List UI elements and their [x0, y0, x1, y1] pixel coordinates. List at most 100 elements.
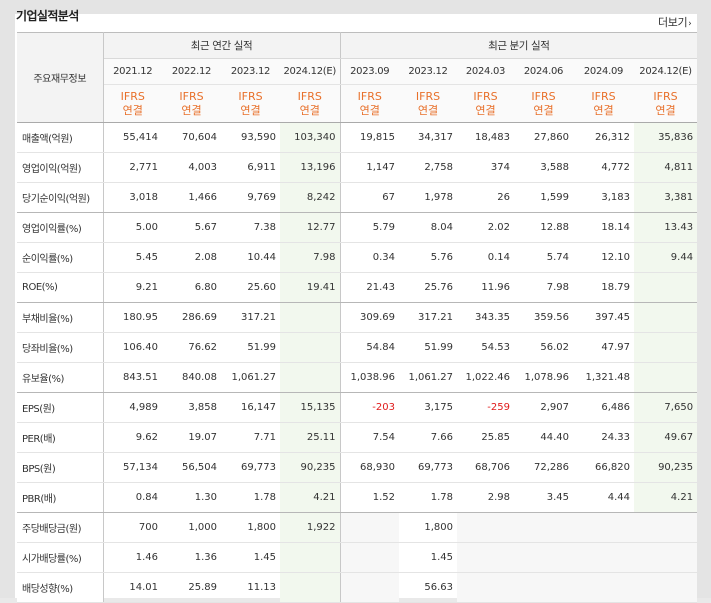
table-cell: 24.33 [573, 422, 634, 453]
table-cell: 1,466 [162, 182, 221, 213]
table-cell [457, 512, 514, 543]
table-cell: 66,820 [573, 452, 634, 483]
consolidated-label: 연결 [475, 103, 496, 117]
table-cell: 1.78 [221, 482, 280, 513]
table-cell: 1.78 [399, 482, 457, 513]
table-cell: 12.88 [514, 212, 573, 243]
table-row: 배당성향(%) 14.01 25.89 11.13 56.63 [17, 572, 698, 603]
table-row: 매출액(억원) 55,414 70,604 93,590 103,340 19,815 34… [17, 122, 698, 153]
table-cell: 4.21 [280, 482, 341, 513]
table-cell: 1,321.48 [573, 362, 634, 393]
more-label[interactable]: 더보기 [658, 16, 688, 29]
table-cell: -203 [340, 392, 399, 423]
quarter-group-header: 최근 분기 실적 [340, 32, 698, 59]
table-cell: 3,018 [103, 182, 162, 213]
table-cell: 3,175 [399, 392, 457, 423]
ifrs-label: IFRS [120, 89, 145, 103]
ifrs-basis-label: IFRS 연결 [280, 84, 341, 123]
table-cell: 57,134 [103, 452, 162, 483]
table-cell: 1,022.46 [457, 362, 514, 393]
table-cell: 7.38 [221, 212, 280, 243]
ifrs-label: IFRS [653, 89, 678, 103]
ifrs-basis-label: IFRS 연결 [221, 84, 280, 123]
table-cell [634, 542, 698, 573]
period-header: 2023.12 [221, 58, 280, 85]
row-label: 당기순이익(억원) [17, 182, 104, 213]
row-label: PER(배) [17, 422, 104, 453]
table-cell: 5.79 [340, 212, 399, 243]
table-cell [573, 512, 634, 543]
corner-header: 주요재무정보 [17, 32, 104, 123]
table-cell: 8.04 [399, 212, 457, 243]
table-cell: 26 [457, 182, 514, 213]
ifrs-basis-label: IFRS 연결 [399, 84, 457, 123]
ifrs-label: IFRS [473, 89, 498, 103]
row-label: 순이익률(%) [17, 242, 104, 273]
ifrs-label: IFRS [297, 89, 322, 103]
table-cell [634, 512, 698, 543]
table-row: PBR(배) 0.84 1.30 1.78 4.21 1.52 1.78 2.98 3.45 4.… [17, 482, 698, 513]
table-cell: 5.76 [399, 242, 457, 273]
table-cell [340, 542, 399, 573]
table-cell: 54.84 [340, 332, 399, 363]
row-label: PBR(배) [17, 482, 104, 513]
row-label: 영업이익률(%) [17, 212, 104, 243]
table-row: 유보율(%) 843.51 840.08 1,061.27 1,038.96 1,061.… [17, 362, 698, 393]
consolidated-label: 연결 [533, 103, 554, 117]
table-cell: 1,800 [399, 512, 457, 543]
table-cell [514, 572, 573, 603]
table-cell: 35,836 [634, 122, 698, 153]
table-cell: 103,340 [280, 122, 341, 153]
table-cell: 12.77 [280, 212, 341, 243]
consolidated-label: 연결 [417, 103, 439, 117]
table-cell: 1,599 [514, 182, 573, 213]
table-cell: 1.36 [162, 542, 221, 573]
table-cell: 90,235 [280, 452, 341, 483]
table-cell: 843.51 [103, 362, 162, 393]
table-cell: 3,381 [634, 182, 698, 213]
chevron-right-icon[interactable]: › [688, 19, 692, 29]
consolidated-label: 연결 [593, 103, 614, 117]
table-cell: 6,486 [573, 392, 634, 423]
table-cell: 0.84 [103, 482, 162, 513]
table-cell: 700 [103, 512, 162, 543]
table-cell: 25.11 [280, 422, 341, 453]
table-cell: 25.60 [221, 272, 280, 303]
table-cell: 5.00 [103, 212, 162, 243]
table-cell: 1.30 [162, 482, 221, 513]
table-cell [634, 332, 698, 363]
row-label: 주당배당금(원) [17, 512, 104, 543]
table-cell: 2.02 [457, 212, 514, 243]
more-link[interactable]: 더보기› [658, 14, 692, 30]
table-cell: 70,604 [162, 122, 221, 153]
table-cell: 1,061.27 [399, 362, 457, 393]
table-cell: 1,000 [162, 512, 221, 543]
table-cell: 106.40 [103, 332, 162, 363]
table-cell: 9,769 [221, 182, 280, 213]
table-cell: 6.80 [162, 272, 221, 303]
section-title: 기업실적분석 [16, 9, 79, 23]
table-cell [340, 512, 399, 543]
table-cell: 25.76 [399, 272, 457, 303]
consolidated-label: 연결 [299, 103, 320, 117]
table-cell: 7.54 [340, 422, 399, 453]
table-cell: 12.10 [573, 242, 634, 273]
table-cell: 21.43 [340, 272, 399, 303]
consolidated-label: 연결 [359, 103, 380, 117]
table-cell: 19,815 [340, 122, 399, 153]
table-cell: 19.41 [280, 272, 341, 303]
table-cell [514, 542, 573, 573]
table-cell: 51.99 [221, 332, 280, 363]
table-cell: 2,771 [103, 152, 162, 183]
row-label: 매출액(억원) [17, 122, 104, 153]
table-cell: 4,003 [162, 152, 221, 183]
table-cell: 2,758 [399, 152, 457, 183]
consolidated-label: 연결 [240, 103, 261, 117]
table-cell: 93,590 [221, 122, 280, 153]
table-cell: 0.34 [340, 242, 399, 273]
table-cell: 7.98 [280, 242, 341, 273]
table-cell [573, 572, 634, 603]
table-cell: 9.21 [103, 272, 162, 303]
table-cell: 9.62 [103, 422, 162, 453]
period-header: 2024.03 [457, 58, 514, 85]
